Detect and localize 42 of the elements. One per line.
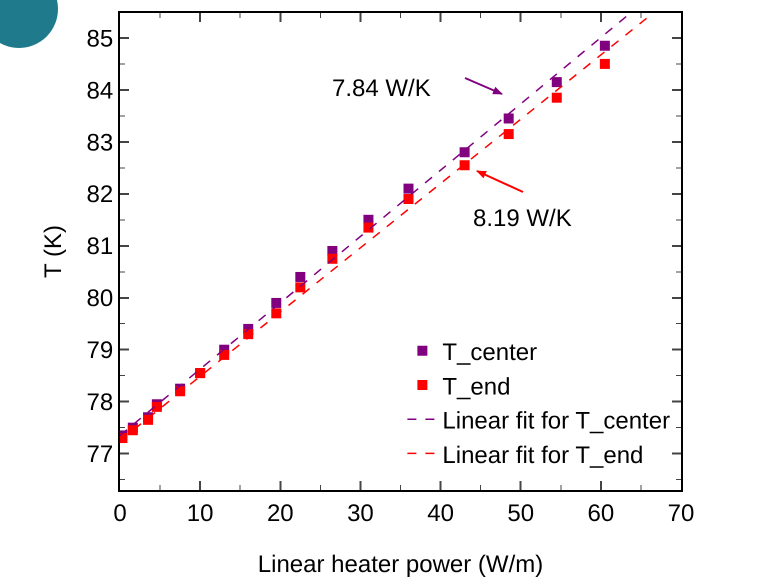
point [600, 58, 610, 69]
point [128, 425, 138, 436]
y-tick-label: 78 [86, 389, 114, 416]
point [271, 298, 282, 308]
point [460, 160, 470, 170]
legend-label: T_end [442, 373, 510, 400]
point [143, 414, 154, 425]
point [460, 147, 470, 158]
point [404, 184, 414, 194]
y-tick-label: 83 [86, 129, 114, 156]
y-tick-label: 85 [86, 25, 114, 52]
point [552, 77, 562, 88]
x-tick-label: 70 [668, 500, 694, 527]
x-tick-label: 40 [427, 500, 454, 527]
point [504, 129, 514, 140]
point [504, 113, 514, 124]
legend-label: Linear fit for T_center [442, 408, 670, 435]
y-axis-title: T (K) [40, 225, 67, 278]
annotation: 7.84 W/K [332, 75, 431, 102]
annotation: 8.19 W/K [473, 205, 572, 232]
x-tick-label: 30 [347, 500, 374, 527]
point [295, 272, 306, 282]
x-axis-title: Linear heater power (W/m) [258, 551, 544, 578]
x-tick-label: 50 [507, 500, 534, 527]
x-tick-label: 10 [186, 500, 214, 527]
y-tick-label: 84 [86, 77, 114, 104]
y-tick-label: 79 [86, 337, 114, 364]
y-tick-label: 82 [86, 181, 114, 208]
point [600, 40, 610, 51]
x-tick-label: 60 [588, 500, 614, 527]
point [295, 282, 306, 292]
x-tick-label: 0 [113, 500, 127, 527]
legend-label: T_center [442, 339, 538, 366]
y-tick-label: 77 [86, 441, 114, 468]
x-tick-label: 20 [266, 500, 294, 527]
y-tick-label: 81 [86, 233, 114, 260]
legend-label: Linear fit for T_end [442, 442, 644, 469]
point [152, 402, 162, 412]
point [363, 222, 374, 233]
point [404, 194, 414, 204]
point [552, 92, 562, 103]
y-tick-label: 80 [86, 285, 114, 312]
